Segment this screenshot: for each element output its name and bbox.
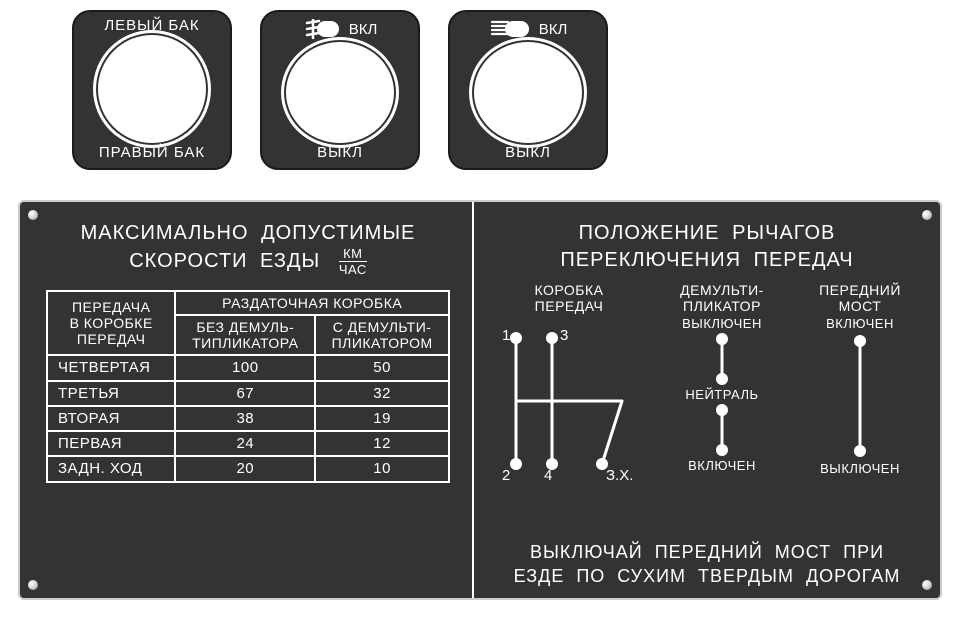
footer-line: ВЫКЛЮЧАЙ ПЕРЕДНИЙ МОСТ ПРИ	[530, 542, 884, 562]
screw-icon	[28, 580, 38, 590]
row-label: ЗАДН. ХОД	[47, 456, 175, 481]
switch-bottom-label: ВЫКЛ	[505, 145, 551, 160]
col-label-line: ПЛИКАТОР	[683, 298, 761, 314]
fog-light-switch-plate: ВКЛ ВЫКЛ	[260, 10, 420, 170]
col-label-line: ПЕРЕДАЧ	[535, 298, 604, 314]
header-line: ПЕРЕДАЧ	[77, 331, 146, 347]
header-line: ПЕРЕДАЧА	[72, 299, 150, 315]
table-header: БЕЗ ДЕМУЛЬ- ТИПЛИКАТОРА	[175, 315, 315, 355]
table-header: РАЗДАТОЧНАЯ КОРОБКА	[175, 291, 449, 315]
high-beam-switch-plate: ВКЛ ВЫКЛ	[448, 10, 608, 170]
cell: 12	[315, 431, 449, 456]
cell: 50	[315, 355, 449, 380]
lever-positions-panel: ПОЛОЖЕНИЕ РЫЧАГОВ ПЕРЕКЛЮЧЕНИЯ ПЕРЕДАЧ К…	[474, 202, 940, 598]
high-beam-icon	[489, 18, 533, 40]
panel-title: МАКСИМАЛЬНО ДОПУСТИМЫЕ СКОРОСТИ ЕЗДЫ КМ …	[46, 220, 450, 276]
fog-light-icon	[303, 18, 343, 40]
lever-diagram	[845, 331, 875, 461]
col-label-line: МОСТ	[839, 298, 882, 314]
lever-position-label: ВКЛЮЧЕН	[688, 458, 756, 473]
header-line: ПЛИКАТОРОМ	[332, 335, 433, 351]
table-body: ЧЕТВЕРТАЯ 100 50 ТРЕТЬЯ 67 32 ВТОРАЯ 38 …	[47, 355, 449, 481]
cell: 20	[175, 456, 315, 481]
table-header: С ДЕМУЛЬТИ- ПЛИКАТОРОМ	[315, 315, 449, 355]
unit-numerator: КМ	[339, 247, 367, 262]
switch-top-label: ВКЛ	[349, 21, 378, 38]
unit-denominator: ЧАС	[339, 262, 367, 276]
speed-table: ПЕРЕДАЧА В КОРОБКЕ ПЕРЕДАЧ РАЗДАТОЧНАЯ К…	[46, 290, 450, 483]
gearbox-column: КОРОБКА ПЕРЕДАЧ	[494, 282, 644, 512]
col-label-line: ДЕМУЛЬТИ-	[680, 282, 764, 298]
cell: 67	[175, 381, 315, 406]
header-line: С ДЕМУЛЬТИ-	[333, 319, 432, 335]
fuel-tank-switch-plate: ЛЕВЫЙ БАК ПРАВЫЙ БАК	[72, 10, 232, 170]
lever-diagram	[707, 331, 737, 387]
screw-icon	[922, 210, 932, 220]
screw-icon	[28, 210, 38, 220]
row-label: ВТОРАЯ	[47, 406, 175, 431]
gear-label: З.Х.	[606, 467, 633, 484]
switch-bottom-label: ВЫКЛ	[317, 145, 363, 160]
main-data-plate: МАКСИМАЛЬНО ДОПУСТИМЫЕ СКОРОСТИ ЕЗДЫ КМ …	[18, 200, 942, 600]
table-row: ПЕРВАЯ 24 12	[47, 431, 449, 456]
screw-icon	[922, 580, 932, 590]
gear-label: 3	[560, 327, 568, 344]
switch-row: ЛЕВЫЙ БАК ПРАВЫЙ БАК ВКЛ ВЫКЛ	[0, 0, 960, 170]
title-line: СКОРОСТИ ЕЗДЫ	[129, 250, 320, 272]
lever-diagram	[707, 402, 737, 458]
footer-instruction: ВЫКЛЮЧАЙ ПЕРЕДНИЙ МОСТ ПРИ ЕЗДЕ ПО СУХИМ…	[494, 541, 920, 588]
footer-line: ЕЗДЕ ПО СУХИМ ТВЕРДЫМ ДОРОГАМ	[514, 566, 901, 586]
lever-diagram-row: КОРОБКА ПЕРЕДАЧ	[494, 282, 920, 512]
col-label-line: КОРОБКА	[535, 282, 604, 298]
gear-label: 1	[502, 327, 510, 344]
row-label: ЧЕТВЕРТАЯ	[47, 355, 175, 380]
lever-position-label: ВЫКЛЮЧЕН	[820, 461, 900, 476]
table-row: ТРЕТЬЯ 67 32	[47, 381, 449, 406]
lever-position-label: НЕЙТРАЛЬ	[685, 387, 758, 402]
switch-bottom-label: ПРАВЫЙ БАК	[99, 145, 205, 160]
switch-top-label: ЛЕВЫЙ БАК	[74, 18, 230, 33]
table-row: ВТОРАЯ 38 19	[47, 406, 449, 431]
header-line: В КОРОБКЕ	[70, 315, 153, 331]
cell: 38	[175, 406, 315, 431]
unit-fraction: КМ ЧАС	[339, 247, 367, 276]
lever-position-label: ВЫКЛЮЧЕН	[682, 316, 762, 331]
row-label: ТРЕТЬЯ	[47, 381, 175, 406]
lever-position-label: ВКЛЮЧЕН	[826, 316, 894, 331]
speed-limits-panel: МАКСИМАЛЬНО ДОПУСТИМЫЕ СКОРОСТИ ЕЗДЫ КМ …	[20, 202, 472, 598]
cell: 100	[175, 355, 315, 380]
title-line: ПОЛОЖЕНИЕ РЫЧАГОВ	[579, 222, 836, 244]
cell: 32	[315, 381, 449, 406]
row-label: ПЕРВАЯ	[47, 431, 175, 456]
switch-knob[interactable]	[286, 42, 394, 143]
header-line: ТИПЛИКАТОРА	[192, 335, 298, 351]
title-line: ПЕРЕКЛЮЧЕНИЯ ПЕРЕДАЧ	[560, 249, 853, 271]
table-row: ЗАДН. ХОД 20 10	[47, 456, 449, 481]
switch-knob[interactable]	[98, 35, 206, 143]
title-line: МАКСИМАЛЬНО ДОПУСТИМЫЕ	[81, 222, 416, 244]
cell: 10	[315, 456, 449, 481]
cell: 19	[315, 406, 449, 431]
gear-label: 4	[544, 467, 552, 484]
front-axle-column: ПЕРЕДНИЙ МОСТ ВКЛЮЧЕН ВЫКЛЮЧЕН	[800, 282, 920, 512]
switch-knob[interactable]	[474, 42, 582, 143]
table-header: ПЕРЕДАЧА В КОРОБКЕ ПЕРЕДАЧ	[47, 291, 175, 355]
switch-top-label: ВКЛ	[539, 21, 568, 38]
demultiplier-column: ДЕМУЛЬТИ- ПЛИКАТОР ВЫКЛЮЧЕН НЕЙТРАЛЬ ВКЛ…	[657, 282, 787, 512]
header-line: БЕЗ ДЕМУЛЬ-	[196, 319, 294, 335]
col-label-line: ПЕРЕДНИЙ	[819, 282, 901, 298]
panel-title: ПОЛОЖЕНИЕ РЫЧАГОВ ПЕРЕКЛЮЧЕНИЯ ПЕРЕДАЧ	[494, 220, 920, 274]
gear-shift-diagram: 1 3 2 4 З.Х.	[494, 316, 644, 486]
cell: 24	[175, 431, 315, 456]
gear-label: 2	[502, 467, 510, 484]
table-row: ЧЕТВЕРТАЯ 100 50	[47, 355, 449, 380]
